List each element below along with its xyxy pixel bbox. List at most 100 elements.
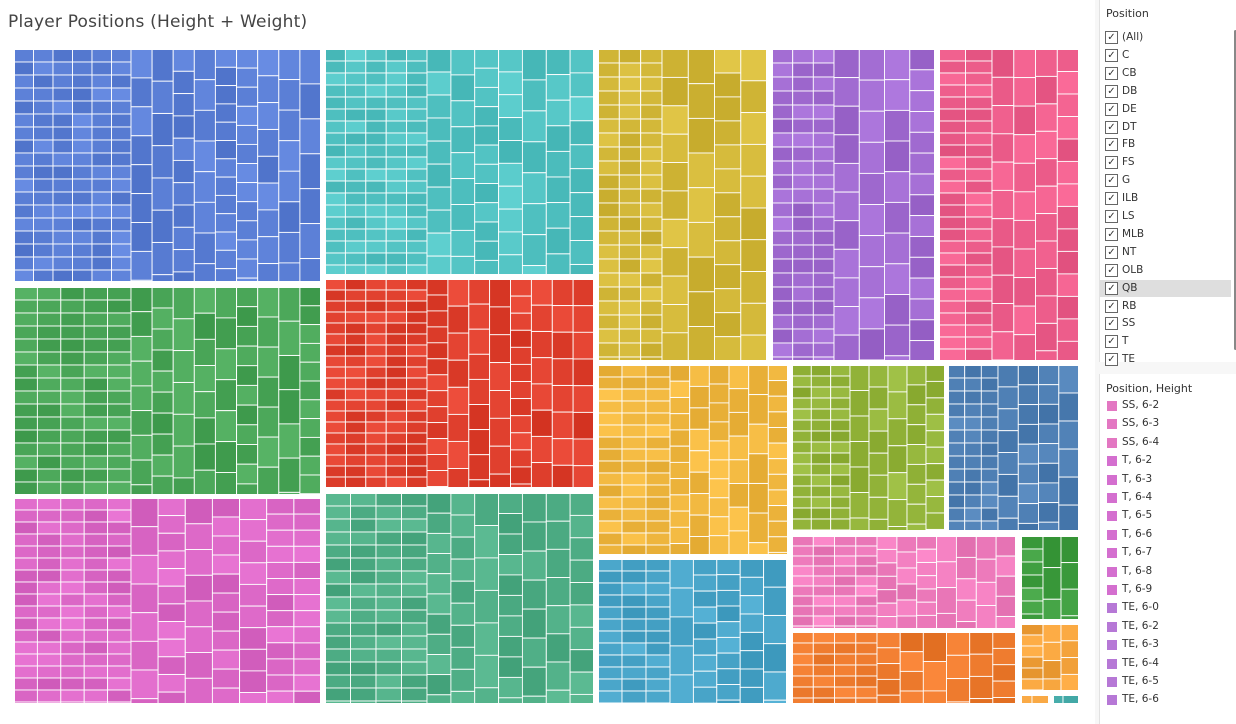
treemap-cell[interactable] <box>214 348 237 381</box>
treemap-cell[interactable] <box>60 545 85 559</box>
treemap-cell[interactable] <box>545 520 571 550</box>
treemap-cell[interactable] <box>965 156 993 170</box>
treemap-cell[interactable] <box>763 615 788 645</box>
treemap-cell[interactable] <box>324 355 346 368</box>
treemap-cell[interactable] <box>257 466 280 496</box>
treemap-cell[interactable] <box>111 217 132 232</box>
treemap-cell[interactable] <box>72 87 93 102</box>
treemap-cell[interactable] <box>689 364 710 387</box>
treemap-cell[interactable] <box>257 346 280 378</box>
treemap-cell[interactable] <box>876 562 898 577</box>
treemap-cell[interactable] <box>193 232 216 265</box>
treemap-cell[interactable] <box>716 636 741 654</box>
treemap-cell[interactable] <box>687 187 716 223</box>
treemap-cell[interactable] <box>36 403 62 418</box>
treemap-cell[interactable] <box>375 531 402 546</box>
treemap-cell[interactable] <box>385 108 408 122</box>
treemap-cell[interactable] <box>965 108 993 122</box>
treemap-cell[interactable] <box>1056 318 1080 342</box>
treemap-cell[interactable] <box>991 274 1015 304</box>
checkbox[interactable]: ✓ <box>1105 84 1118 98</box>
treemap-cell[interactable] <box>597 424 623 438</box>
treemap-cell[interactable] <box>13 364 38 379</box>
treemap-cell[interactable] <box>33 152 54 167</box>
treemap-cell[interactable] <box>521 79 547 112</box>
treemap-cell[interactable] <box>597 286 620 302</box>
treemap-cell[interactable] <box>964 468 982 483</box>
treemap-cell[interactable] <box>597 520 623 534</box>
treemap-cell[interactable] <box>771 328 794 344</box>
treemap-cell[interactable] <box>83 641 109 655</box>
treemap-cell[interactable] <box>830 397 851 410</box>
treemap-cell[interactable] <box>887 499 908 527</box>
treemap-cell[interactable] <box>211 497 240 518</box>
treemap-cell[interactable] <box>938 192 966 206</box>
treemap-cell[interactable] <box>60 677 85 691</box>
treemap-cell[interactable] <box>1058 448 1080 478</box>
treemap-cell[interactable] <box>406 264 428 276</box>
treemap-cell[interactable] <box>130 434 153 461</box>
treemap-cell[interactable] <box>964 429 982 444</box>
treemap-cell[interactable] <box>107 521 132 535</box>
treemap-cell[interactable] <box>645 376 671 390</box>
treemap-cell[interactable] <box>60 653 85 667</box>
treemap-cell[interactable] <box>293 561 322 579</box>
treemap-cell[interactable] <box>257 102 280 130</box>
treemap-cell[interactable] <box>365 388 387 401</box>
treemap-cell[interactable] <box>1035 240 1058 269</box>
checkbox[interactable]: ✓ <box>1105 353 1118 367</box>
treemap-cell[interactable] <box>645 630 671 644</box>
treemap-group[interactable] <box>771 48 936 362</box>
treemap-cell[interactable] <box>324 289 346 302</box>
treemap-cell[interactable] <box>955 621 977 630</box>
treemap-cell[interactable] <box>858 79 886 112</box>
treemap-cell[interactable] <box>621 460 647 474</box>
treemap-cell[interactable] <box>640 272 663 288</box>
treemap-cell[interactable] <box>293 658 322 676</box>
treemap-cell[interactable] <box>849 441 870 468</box>
treemap-cell[interactable] <box>906 463 927 485</box>
treemap-cell[interactable] <box>661 190 689 220</box>
treemap-cell[interactable] <box>211 611 240 632</box>
treemap-cell[interactable] <box>375 635 402 650</box>
treemap-cell[interactable] <box>468 303 491 330</box>
treemap-cell[interactable] <box>278 231 301 264</box>
treemap-cell[interactable] <box>791 452 812 465</box>
treemap-cell[interactable] <box>52 217 73 232</box>
treemap-cell[interactable] <box>791 485 812 498</box>
treemap-cell[interactable] <box>468 479 491 489</box>
treemap-cell[interactable] <box>645 364 671 378</box>
treemap-cell[interactable] <box>36 351 62 366</box>
treemap-cell[interactable] <box>60 338 85 353</box>
treemap-cell[interactable] <box>645 618 671 632</box>
treemap-cell[interactable] <box>1020 561 1044 576</box>
treemap-cell[interactable] <box>980 494 999 509</box>
treemap-cell[interactable] <box>450 178 476 205</box>
treemap-cell[interactable] <box>569 537 595 561</box>
treemap-cell[interactable] <box>344 108 367 122</box>
treemap-cell[interactable] <box>257 209 280 238</box>
treemap-cell[interactable] <box>13 605 38 619</box>
treemap-cell[interactable] <box>980 429 999 444</box>
treemap-cell[interactable] <box>385 60 408 74</box>
treemap-cell[interactable] <box>965 192 993 206</box>
treemap-cell[interactable] <box>111 243 132 258</box>
treemap-cell[interactable] <box>884 140 911 173</box>
treemap-cell[interactable] <box>324 648 351 663</box>
treemap-cell[interactable] <box>52 178 73 193</box>
treemap-cell[interactable] <box>938 96 966 110</box>
treemap-cell[interactable] <box>172 477 195 496</box>
treemap-cell[interactable] <box>365 228 387 242</box>
treemap-cell[interactable] <box>597 412 623 426</box>
treemap-cell[interactable] <box>401 609 428 624</box>
treemap-cell[interactable] <box>830 375 851 388</box>
treemap-cell[interactable] <box>489 306 511 336</box>
treemap-cell[interactable] <box>13 557 38 571</box>
treemap-cell[interactable] <box>771 216 794 232</box>
treemap-cell[interactable] <box>645 678 671 692</box>
treemap-cell[interactable] <box>716 621 741 638</box>
treemap-cell[interactable] <box>980 520 999 532</box>
treemap-cell[interactable] <box>597 532 623 546</box>
treemap-cell[interactable] <box>597 630 623 644</box>
treemap-cell[interactable] <box>211 630 240 651</box>
